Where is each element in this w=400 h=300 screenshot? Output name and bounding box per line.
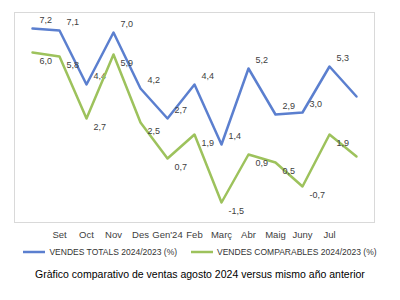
svg-text:Oct: Oct (79, 229, 94, 240)
svg-text:4,2: 4,2 (148, 75, 161, 85)
svg-text:5,8: 5,8 (67, 60, 80, 70)
svg-text:5,9: 5,9 (121, 58, 134, 68)
svg-text:Set: Set (52, 229, 67, 240)
svg-text:5,3: 5,3 (337, 53, 350, 63)
svg-text:7,1: 7,1 (67, 17, 80, 27)
html-text:Gràfico comparativo de ventas: Gràfico comparativo de ventas agosto 202… (35, 268, 365, 280)
svg-text:4,4: 4,4 (93, 71, 106, 82)
svg-text:-0,7: -0,7 (310, 190, 326, 200)
svg-text:2,7: 2,7 (94, 122, 107, 132)
svg-text:0,7: 0,7 (175, 162, 188, 172)
svg-text:4,4: 4,4 (202, 71, 215, 81)
svg-text:Gen'24: Gen'24 (152, 229, 182, 240)
svg-text:1,9: 1,9 (337, 138, 350, 148)
svg-text:2,5: 2,5 (148, 126, 161, 136)
svg-text:1,9: 1,9 (202, 138, 215, 148)
svg-text:0,9: 0,9 (256, 158, 269, 168)
svg-text:-1,5: -1,5 (229, 206, 245, 216)
svg-text:Març: Març (211, 229, 232, 240)
svg-text:3,0: 3,0 (310, 99, 323, 109)
svg-text:2,9: 2,9 (283, 101, 296, 111)
svg-text:6,0: 6,0 (40, 56, 53, 66)
svg-text:Nov: Nov (105, 229, 122, 240)
svg-text:5,2: 5,2 (256, 55, 269, 65)
html-text:VENDES TOTALS 2024/2023 (%): VENDES TOTALS 2024/2023 (%) (49, 247, 177, 257)
svg-text:Abr: Abr (241, 229, 256, 240)
svg-text:0,5: 0,5 (283, 166, 296, 176)
svg-text:1,4: 1,4 (229, 131, 242, 141)
svg-text:7,2: 7,2 (40, 15, 53, 25)
svg-text:Maig: Maig (265, 229, 286, 240)
svg-text:2,7: 2,7 (175, 105, 188, 115)
svg-text:Jul: Jul (323, 229, 335, 240)
html-text:VENDES COMPARABLES 2024/2023 (: VENDES COMPARABLES 2024/2023 (%) (217, 247, 377, 257)
svg-text:Juny: Juny (292, 229, 312, 240)
svg-text:7,0: 7,0 (121, 19, 134, 29)
svg-text:Des: Des (132, 229, 149, 240)
svg-text:Feb: Feb (186, 229, 202, 240)
